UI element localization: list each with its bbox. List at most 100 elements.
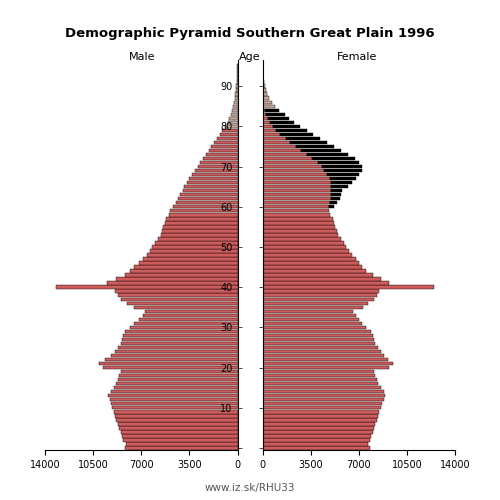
Bar xyxy=(262,402,382,406)
Bar xyxy=(114,410,238,414)
Bar xyxy=(262,225,336,228)
Bar xyxy=(119,426,238,430)
Bar xyxy=(214,140,238,144)
Bar xyxy=(262,386,381,390)
Bar xyxy=(262,378,376,382)
Bar xyxy=(262,398,384,402)
Bar xyxy=(134,306,238,309)
Bar xyxy=(331,181,352,184)
Bar xyxy=(262,278,381,281)
Bar xyxy=(228,120,237,124)
Bar xyxy=(180,193,238,196)
Bar xyxy=(262,282,389,285)
Bar xyxy=(262,241,344,244)
Bar xyxy=(124,334,238,337)
Bar xyxy=(114,386,238,390)
Bar xyxy=(229,116,237,120)
Bar xyxy=(262,169,324,172)
Bar xyxy=(262,177,330,180)
Bar xyxy=(116,382,238,386)
Bar xyxy=(235,96,238,100)
Bar xyxy=(236,92,238,96)
Bar xyxy=(262,132,280,136)
Bar xyxy=(262,217,332,220)
Bar xyxy=(262,270,366,273)
Bar xyxy=(232,108,237,112)
Bar xyxy=(262,108,265,112)
Bar xyxy=(115,290,238,293)
Bar xyxy=(328,205,334,208)
Bar xyxy=(262,209,328,212)
Bar xyxy=(262,96,270,100)
Text: Demographic Pyramid Southern Great Plain 1996: Demographic Pyramid Southern Great Plain… xyxy=(65,28,435,40)
Bar xyxy=(118,294,238,297)
Bar xyxy=(330,177,356,180)
Bar xyxy=(190,177,238,180)
Bar xyxy=(107,282,238,285)
Bar xyxy=(262,140,290,144)
Bar xyxy=(208,149,238,152)
Bar xyxy=(262,197,331,200)
Text: www.iz.sk/RHU33: www.iz.sk/RHU33 xyxy=(205,482,295,492)
Bar xyxy=(262,438,370,442)
Bar xyxy=(262,302,368,305)
Bar xyxy=(262,250,349,252)
Bar xyxy=(262,116,268,120)
Bar xyxy=(262,112,266,116)
Bar xyxy=(262,442,368,446)
Bar xyxy=(152,245,238,248)
Bar xyxy=(106,358,238,361)
Bar xyxy=(262,326,366,329)
Bar xyxy=(118,346,238,349)
Bar xyxy=(234,100,237,104)
Bar xyxy=(120,298,238,301)
Bar xyxy=(262,330,371,333)
Bar xyxy=(262,181,331,184)
Bar xyxy=(262,422,375,426)
Bar xyxy=(262,161,318,164)
Bar xyxy=(262,358,388,361)
Bar xyxy=(162,229,238,232)
Bar xyxy=(56,286,238,289)
Bar xyxy=(112,406,238,409)
Bar xyxy=(118,422,238,426)
Bar xyxy=(225,124,237,128)
Bar xyxy=(262,88,266,92)
Bar xyxy=(236,88,238,92)
Bar xyxy=(262,414,378,418)
Bar xyxy=(280,132,314,136)
Bar xyxy=(262,446,370,450)
Bar xyxy=(186,181,238,184)
Bar xyxy=(262,410,380,414)
Bar xyxy=(164,221,238,224)
Bar xyxy=(262,374,375,378)
Bar xyxy=(262,157,312,160)
Bar xyxy=(222,128,238,132)
Bar xyxy=(160,233,238,236)
Bar xyxy=(262,173,327,176)
Bar xyxy=(119,374,238,378)
Bar xyxy=(322,165,362,168)
Bar xyxy=(262,165,322,168)
Bar xyxy=(286,136,320,140)
Text: Male: Male xyxy=(129,52,156,62)
Bar xyxy=(262,426,374,430)
Text: Age: Age xyxy=(239,52,261,62)
Bar xyxy=(273,124,299,128)
Bar xyxy=(262,346,378,349)
Bar xyxy=(200,161,237,164)
Bar xyxy=(262,213,330,216)
Bar xyxy=(116,278,238,281)
Bar xyxy=(262,314,356,317)
Bar xyxy=(262,100,272,104)
Bar xyxy=(237,76,238,80)
Bar xyxy=(262,124,273,128)
Bar xyxy=(206,153,238,156)
Bar xyxy=(262,84,264,88)
Bar xyxy=(138,318,237,321)
Bar xyxy=(192,173,238,176)
Bar xyxy=(262,406,381,409)
Bar xyxy=(276,128,306,132)
Bar xyxy=(262,354,384,357)
Bar xyxy=(128,302,238,305)
